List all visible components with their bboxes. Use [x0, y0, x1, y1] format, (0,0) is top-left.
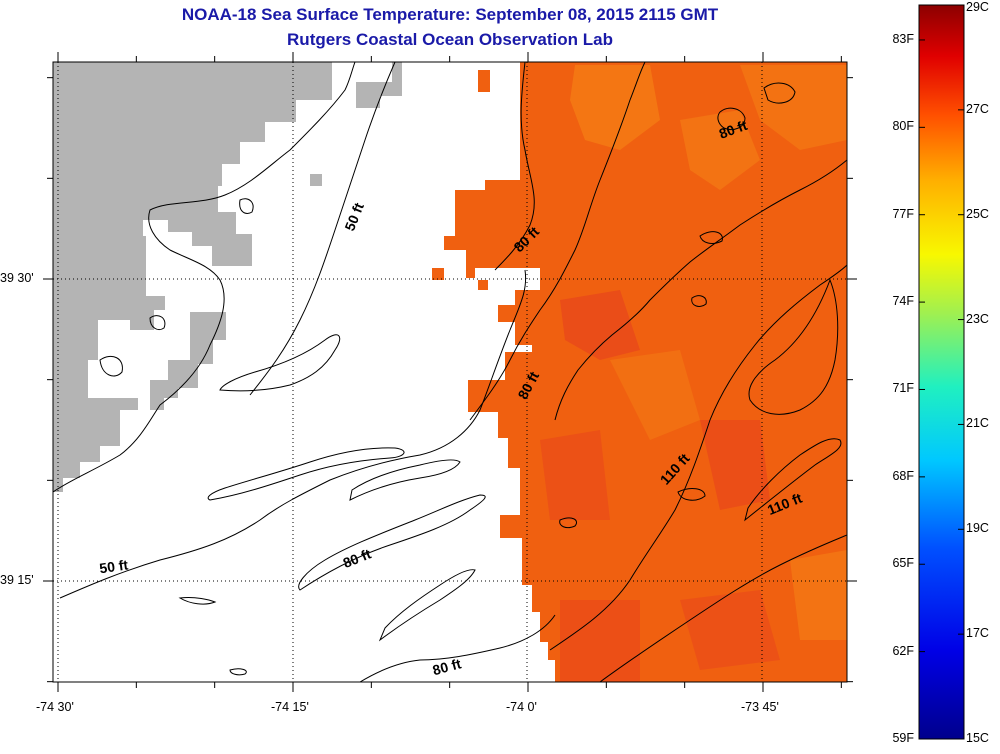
sst-cool-patch [560, 290, 640, 360]
contour-110ft [763, 82, 796, 104]
coastline [53, 62, 356, 493]
contour-small [239, 198, 254, 214]
colorbar-celsius-label: 17C [966, 626, 989, 641]
contour-110ft [691, 295, 707, 307]
contour-small [559, 517, 577, 529]
contour-110ft [599, 534, 847, 682]
colorbar-celsius-label: 15C [966, 731, 989, 745]
colorbar-fahrenheit-label: 77F [892, 206, 914, 221]
sst-cool-patch [560, 600, 640, 682]
contour-110ft [717, 107, 746, 131]
contour-label: 50 ft [341, 200, 367, 233]
colorbar-fahrenheit-label: 83F [892, 31, 914, 46]
colorbar-celsius-label: 27C [966, 101, 989, 116]
sst-warm-patch [610, 350, 700, 440]
sst-field [432, 62, 847, 682]
contour-50ft [249, 62, 396, 396]
contour-80ft [494, 62, 535, 271]
contour-80ft [298, 494, 486, 591]
contour-80ft [378, 569, 476, 642]
graticule [53, 62, 847, 682]
colorbar-ticks [919, 4, 964, 740]
contour-small [149, 315, 166, 331]
contour-80ft [469, 62, 646, 421]
bathymetry-contours [53, 62, 847, 682]
colorbar-fahrenheit-label: 68F [892, 468, 914, 483]
contour-50ft [219, 334, 341, 392]
contour-80ft [554, 159, 847, 421]
contour-label: 50 ft [98, 556, 129, 576]
colorbar-fahrenheit-label: 80F [892, 119, 914, 134]
sst-warm-patch [790, 550, 847, 640]
sst-pixel [478, 280, 488, 290]
contour-110ft [744, 438, 842, 522]
contour-110ft [699, 231, 723, 244]
colorbar-fahrenheit-label: 74F [892, 294, 914, 309]
contour-50ft [59, 269, 527, 599]
contour-110ft [677, 488, 706, 501]
contour-110ft [748, 278, 839, 415]
colorbar [918, 4, 965, 740]
x-tick-label: -73 45' [741, 700, 779, 714]
sst-cool-patch [700, 420, 770, 510]
contour-small [229, 668, 247, 676]
contour-80ft [207, 447, 405, 501]
contour-80ft [349, 459, 461, 501]
contour-small [99, 356, 123, 377]
x-tick-label: -74 0' [506, 700, 537, 714]
land-mask [356, 62, 402, 108]
sst-cool-patch [540, 430, 610, 520]
x-tick-label: -74 30' [36, 700, 74, 714]
colorbar-fahrenheit-label: 65F [892, 556, 914, 571]
colorbar-fahrenheit-label: 71F [892, 381, 914, 396]
sst-warm-patch [680, 110, 760, 190]
colorbar-celsius-label: 19C [966, 521, 989, 536]
contour-label: 80 ft [431, 655, 463, 678]
sst-pixel [432, 268, 444, 280]
sst-warm-patch [570, 65, 660, 150]
y-tick-label: 39 15' [0, 573, 34, 587]
x-tick-label: -74 15' [271, 700, 309, 714]
colorbar-celsius-label: 25C [966, 206, 989, 221]
colorbar-fahrenheit-label: 62F [892, 643, 914, 658]
axis-ticks [43, 52, 857, 692]
y-tick-label: 39 30' [0, 271, 34, 285]
colorbar-fahrenheit-label: 59F [892, 731, 914, 745]
colorbar-celsius-label: 23C [966, 311, 989, 326]
land-mask [53, 62, 332, 492]
colorbar-celsius-label: 29C [966, 0, 989, 14]
colorbar-celsius-label: 21C [966, 416, 989, 431]
map-title: NOAA-18 Sea Surface Temperature: Septemb… [181, 5, 719, 24]
land-mask [310, 174, 322, 186]
map-subtitle: Rutgers Coastal Ocean Observation Lab [287, 30, 613, 49]
contour-80ft [359, 614, 556, 682]
contour-small [178, 597, 217, 605]
